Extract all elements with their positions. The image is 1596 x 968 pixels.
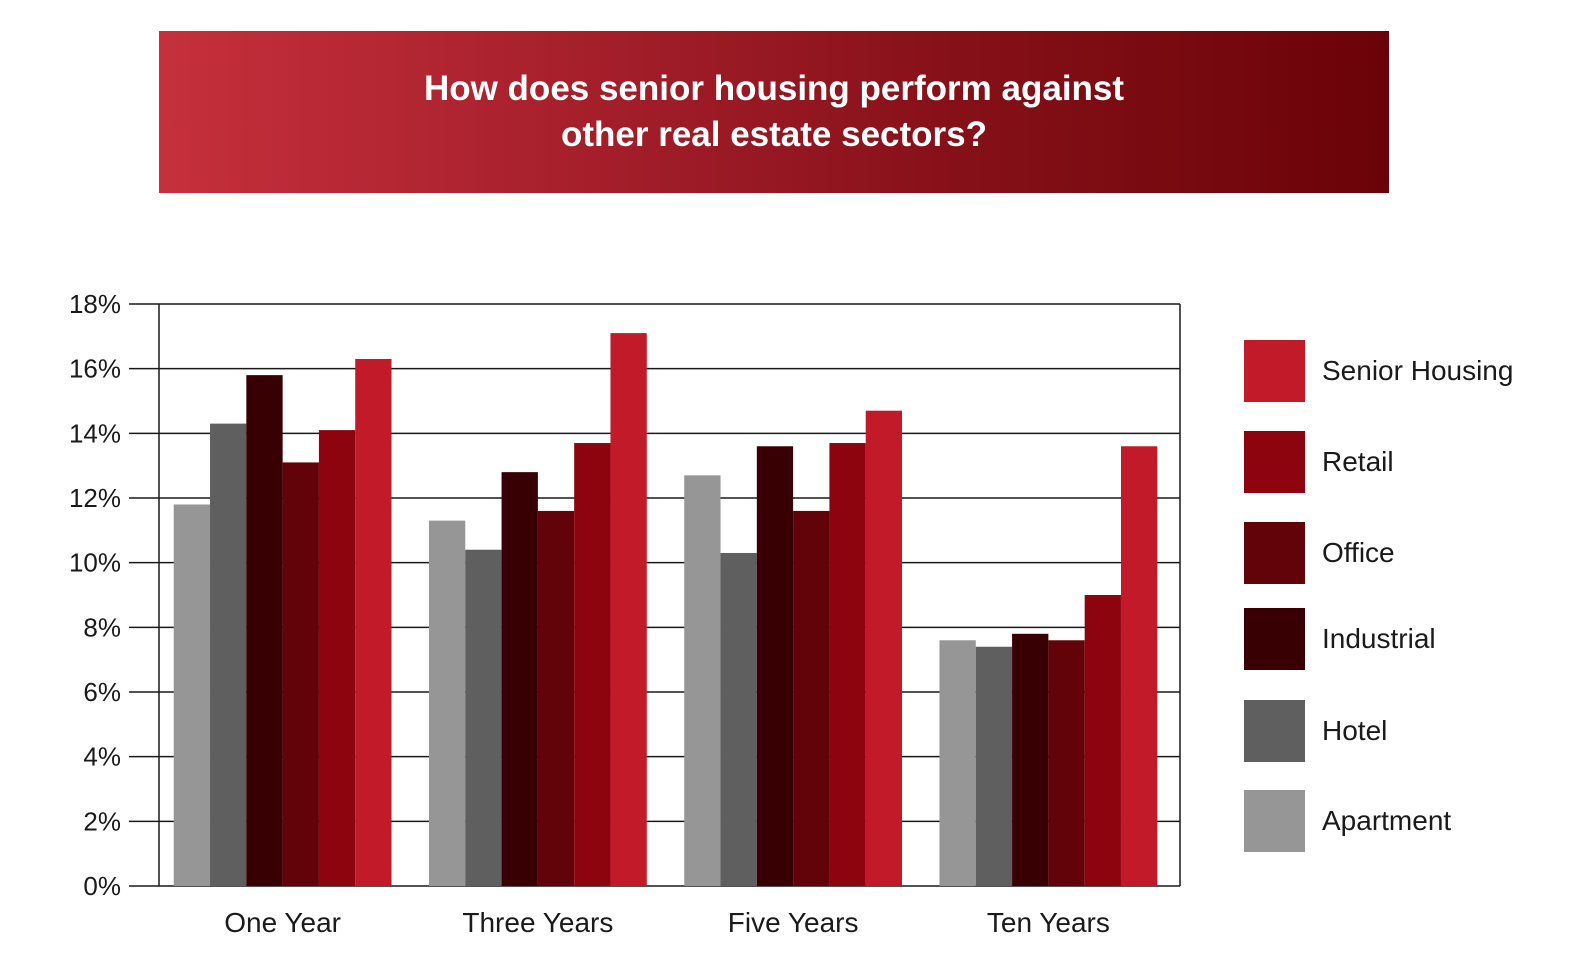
y-tick-label: 12% xyxy=(69,483,121,513)
legend-label: Apartment xyxy=(1322,805,1452,836)
bar-office-ten-years xyxy=(1048,640,1085,886)
bar-industrial-three-years xyxy=(501,472,538,886)
legend-label: Senior Housing xyxy=(1322,355,1514,386)
legend-swatch xyxy=(1244,522,1305,584)
x-category-label: One Year xyxy=(224,907,341,938)
bar-industrial-five-years xyxy=(756,446,794,886)
bar-hotel-three-years xyxy=(465,549,502,886)
y-tick-label: 4% xyxy=(83,742,121,772)
legend-label: Industrial xyxy=(1322,623,1436,654)
bar-retail-ten-years xyxy=(1084,595,1121,886)
bar-industrial-ten-years xyxy=(1012,633,1049,886)
bar-industrial-one-year xyxy=(246,375,283,886)
bar-retail-three-years xyxy=(574,443,611,886)
bar-retail-five-years xyxy=(829,443,866,886)
y-tick-label: 10% xyxy=(69,548,121,578)
bar-office-one-year xyxy=(282,462,319,886)
y-tick-label: 16% xyxy=(69,354,121,384)
chart-title-line-1: How does senior housing perform against xyxy=(423,69,1125,108)
x-category-label: Three Years xyxy=(462,907,613,938)
legend-swatch xyxy=(1244,608,1305,670)
bar-hotel-five-years xyxy=(720,552,757,886)
y-tick-label: 0% xyxy=(83,871,121,901)
chart-title-banner: How does senior housing perform against … xyxy=(159,31,1389,193)
legend-item-hotel: Hotel xyxy=(1244,700,1584,762)
y-tick-label: 8% xyxy=(83,612,121,642)
y-tick-label: 18% xyxy=(69,289,121,319)
chart-title-line-2: other real estate sectors? xyxy=(560,115,987,154)
bar-office-five-years xyxy=(793,510,830,886)
legend-item-industrial: Industrial xyxy=(1244,608,1584,670)
legend-swatch xyxy=(1244,431,1305,493)
chart-legend: Senior Housing Retail Office Industrial … xyxy=(1244,340,1584,860)
x-category-label: Five Years xyxy=(728,907,859,938)
legend-item-senior-housing: Senior Housing xyxy=(1244,340,1584,402)
legend-swatch xyxy=(1244,340,1305,402)
bar-hotel-ten-years xyxy=(975,646,1013,886)
legend-item-retail: Retail xyxy=(1244,431,1584,493)
bar-retail-one-year xyxy=(318,430,356,886)
bar-senior-housing-three-years xyxy=(610,333,647,887)
bar-hotel-one-year xyxy=(210,423,247,886)
legend-label: Retail xyxy=(1322,446,1394,477)
legend-item-office: Office xyxy=(1244,522,1584,584)
x-category-label: Ten Years xyxy=(987,907,1110,938)
legend-swatch xyxy=(1244,700,1305,762)
y-tick-label: 14% xyxy=(69,418,121,448)
legend-item-apartment: Apartment xyxy=(1244,790,1584,852)
bar-apartment-three-years xyxy=(428,520,466,886)
legend-label: Hotel xyxy=(1322,715,1388,746)
bar-office-three-years xyxy=(537,510,575,886)
bar-apartment-ten-years xyxy=(939,640,976,886)
y-tick-label: 2% xyxy=(83,806,121,836)
legend-label: Office xyxy=(1322,537,1395,568)
bar-senior-housing-ten-years xyxy=(1120,446,1158,886)
legend-swatch xyxy=(1244,790,1305,852)
bar-senior-housing-five-years xyxy=(865,410,903,886)
bar-senior-housing-one-year xyxy=(355,358,392,886)
y-tick-label: 6% xyxy=(83,677,121,707)
bar-apartment-five-years xyxy=(684,475,721,886)
bar-apartment-one-year xyxy=(173,504,211,886)
